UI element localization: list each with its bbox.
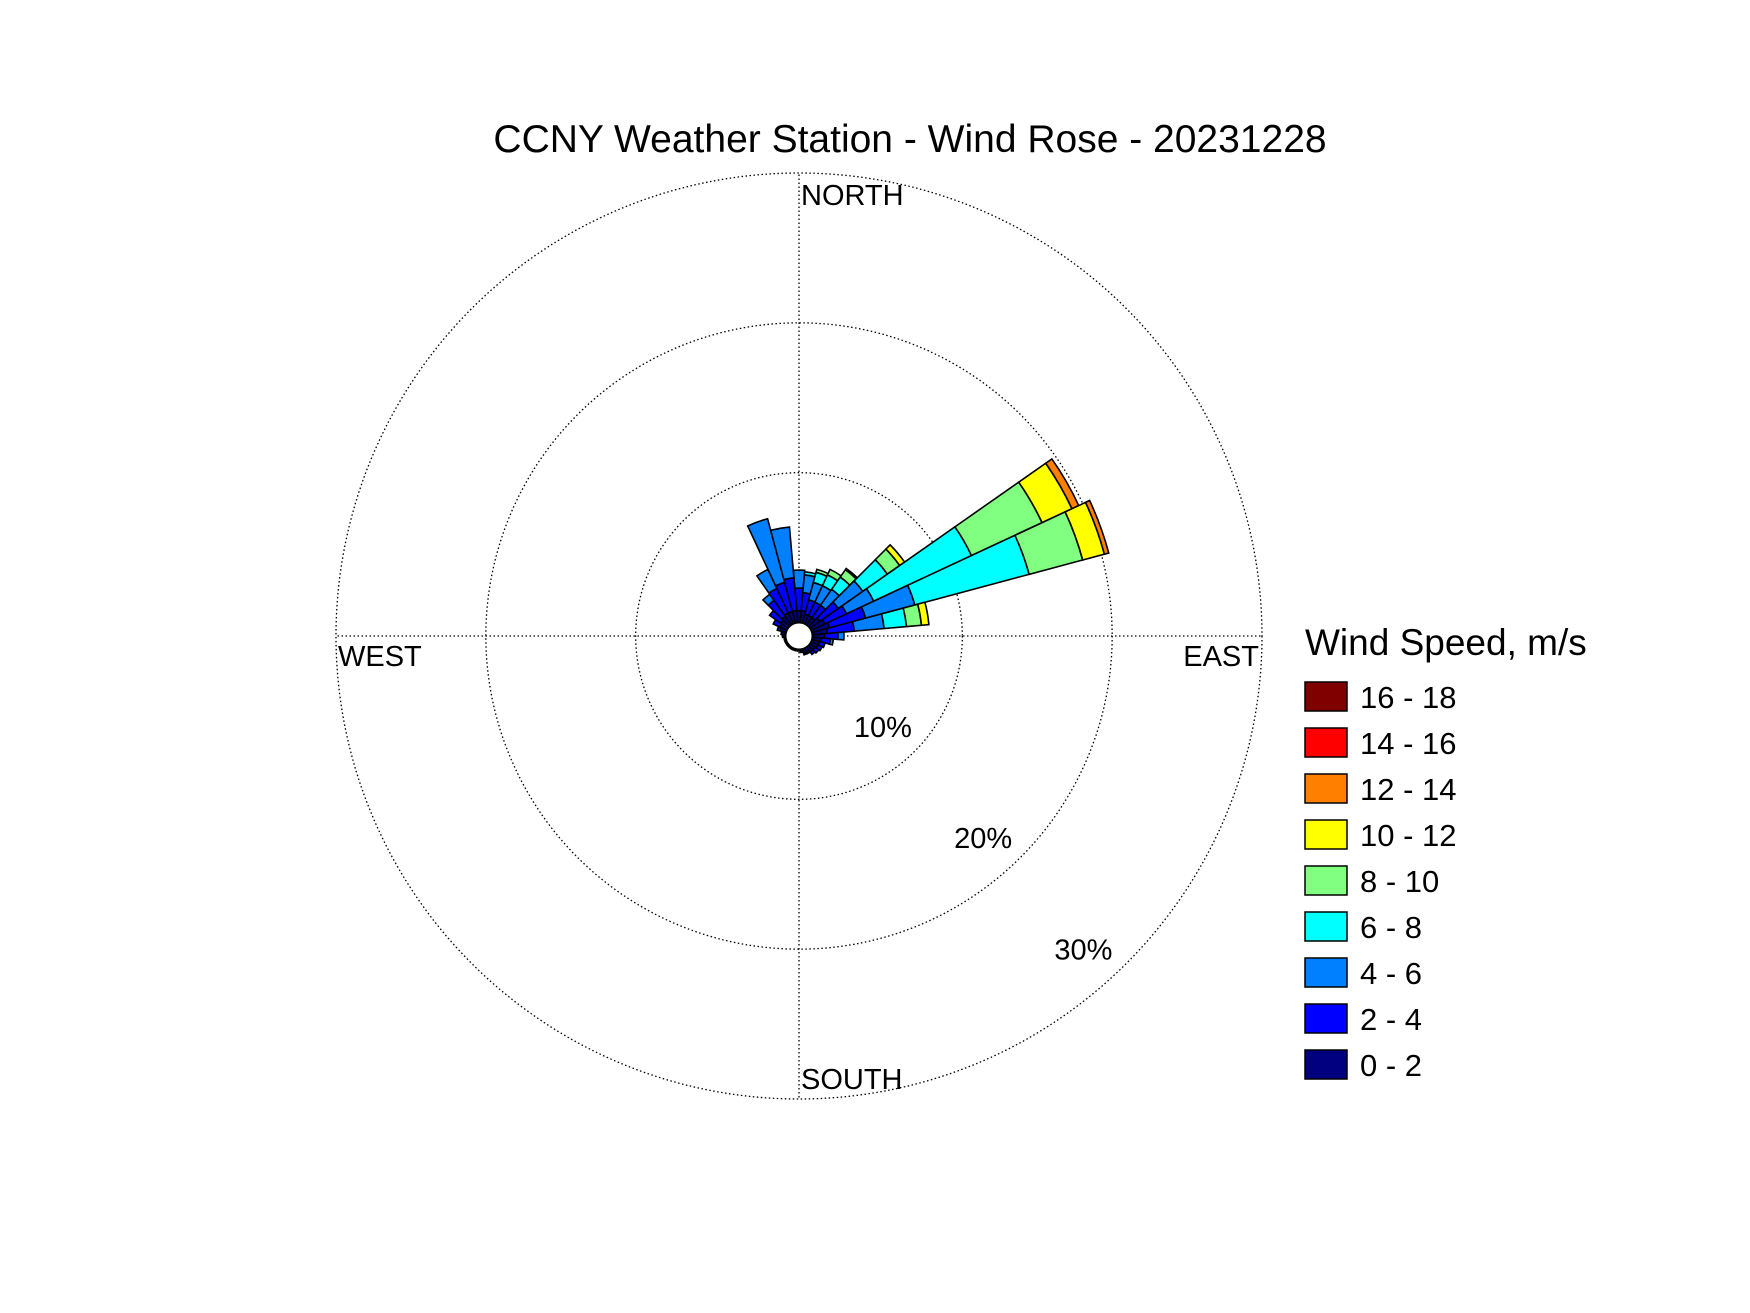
grid-circle — [335, 172, 1263, 1100]
r-tick-label: 20% — [954, 823, 1012, 855]
legend-title: Wind Speed, m/s — [1305, 622, 1587, 663]
legend-swatch — [1304, 865, 1348, 896]
legend-label: 0 - 2 — [1360, 1048, 1422, 1083]
wedge-segment — [769, 526, 795, 581]
legend-label: 12 - 14 — [1360, 772, 1457, 807]
legend-swatch — [1304, 819, 1348, 850]
legend-label: 16 - 18 — [1360, 680, 1457, 715]
wedge-segment — [811, 646, 820, 655]
wedge-segment — [828, 637, 835, 646]
wedge-segment — [802, 651, 809, 656]
legend-swatch — [1304, 1049, 1348, 1080]
legend-label: 2 - 4 — [1360, 1002, 1422, 1037]
direction-label: EAST — [1183, 641, 1259, 673]
wedge-segment — [809, 648, 817, 656]
legend-swatch — [1304, 911, 1348, 942]
chart-title: CCNY Weather Station - Wind Rose - 20231… — [493, 118, 1326, 161]
direction-label: WEST — [338, 641, 422, 673]
direction-label: NORTH — [801, 180, 904, 212]
legend-swatch — [1304, 681, 1348, 712]
legend-swatch — [1304, 1003, 1348, 1034]
wedge-segment — [815, 643, 824, 652]
legend-label: 6 - 8 — [1360, 910, 1422, 945]
legend-swatch — [1304, 727, 1348, 758]
wedge-segment — [836, 631, 845, 641]
legend-swatch — [1304, 957, 1348, 988]
grid-circle — [635, 472, 963, 800]
legend-swatch — [1304, 773, 1348, 804]
wedge-segment — [1084, 499, 1110, 556]
direction-label: SOUTH — [801, 1064, 903, 1096]
center-hole — [784, 621, 814, 651]
wedge-segment — [792, 569, 806, 590]
wedge-segment — [816, 640, 827, 649]
legend-label: 4 - 6 — [1360, 956, 1422, 991]
wedge-segment — [916, 601, 930, 627]
legend-label: 14 - 16 — [1360, 726, 1457, 761]
r-tick-label: 10% — [854, 712, 912, 744]
legend-label: 8 - 10 — [1360, 864, 1439, 899]
legend-label: 10 - 12 — [1360, 818, 1457, 853]
wedge-segment — [746, 517, 786, 587]
r-tick-label: 30% — [1054, 934, 1112, 966]
